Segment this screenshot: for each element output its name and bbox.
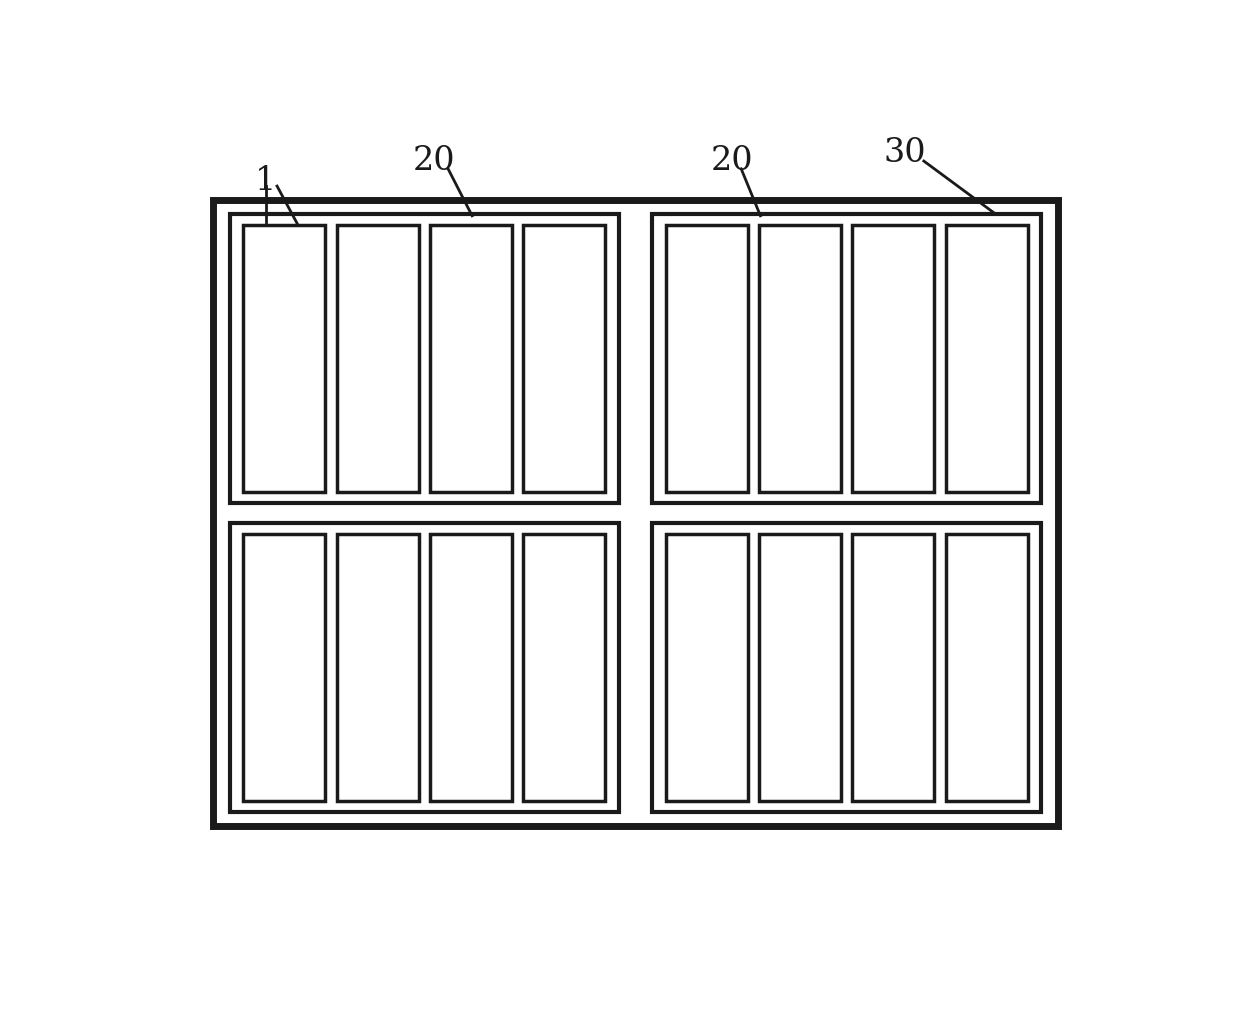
Bar — [946, 533, 1028, 801]
Bar — [652, 523, 1042, 812]
Bar — [852, 226, 934, 493]
Text: 1: 1 — [255, 165, 277, 196]
Bar — [666, 226, 748, 493]
Bar — [652, 214, 1042, 503]
Bar — [229, 214, 619, 503]
Bar — [337, 226, 419, 493]
Bar — [852, 533, 934, 801]
Bar — [946, 226, 1028, 493]
Bar — [243, 226, 325, 493]
Text: 30: 30 — [883, 137, 926, 170]
Bar — [430, 226, 512, 493]
Bar — [229, 523, 619, 812]
Bar — [759, 533, 841, 801]
Bar — [213, 200, 1058, 826]
Bar — [666, 533, 748, 801]
Bar — [337, 533, 419, 801]
Bar — [430, 533, 512, 801]
Text: 20: 20 — [711, 145, 753, 177]
Bar — [243, 533, 325, 801]
Bar — [523, 226, 605, 493]
Bar — [523, 533, 605, 801]
Text: 20: 20 — [413, 145, 455, 177]
Bar — [759, 226, 841, 493]
